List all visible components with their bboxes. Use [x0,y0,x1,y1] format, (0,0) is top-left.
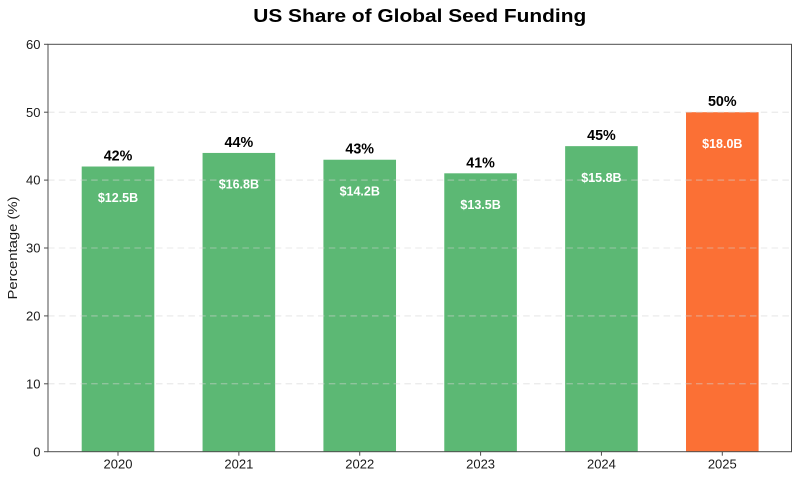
svg-text:42%: 42% [104,149,133,165]
svg-text:40: 40 [26,173,40,188]
svg-text:$13.5B: $13.5B [460,198,500,212]
svg-text:20: 20 [26,309,40,324]
svg-text:44%: 44% [225,135,254,151]
svg-text:$18.0B: $18.0B [702,137,742,151]
svg-text:60: 60 [26,37,40,52]
svg-text:Percentage (%): Percentage (%) [5,197,20,300]
svg-text:50: 50 [26,105,40,120]
svg-text:10: 10 [26,376,40,391]
svg-text:2021: 2021 [224,457,253,472]
svg-text:30: 30 [26,241,40,256]
svg-text:2023: 2023 [466,457,495,472]
svg-text:2020: 2020 [104,457,133,472]
svg-text:$15.8B: $15.8B [581,171,621,185]
svg-text:2025: 2025 [708,457,737,472]
svg-text:0: 0 [33,444,40,459]
svg-text:43%: 43% [345,142,374,158]
svg-text:$14.2B: $14.2B [340,184,380,198]
svg-text:50%: 50% [708,94,737,110]
svg-text:41%: 41% [466,155,495,171]
svg-text:2022: 2022 [345,457,374,472]
svg-text:US Share of Global Seed Fundin: US Share of Global Seed Funding [253,6,586,26]
svg-text:2024: 2024 [587,457,616,472]
svg-text:45%: 45% [587,128,616,144]
svg-text:$12.5B: $12.5B [98,191,138,205]
svg-text:$16.8B: $16.8B [219,178,259,192]
